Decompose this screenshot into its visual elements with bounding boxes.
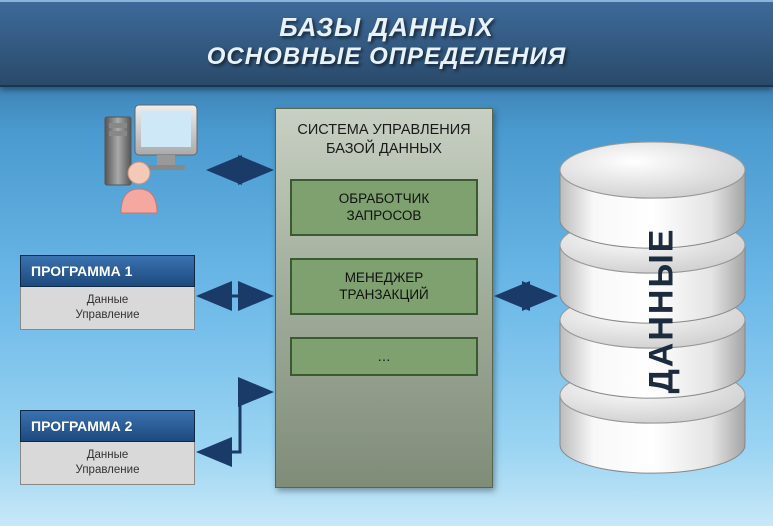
dbms-block-1: ОБРАБОТЧИК ЗАПРОСОВ	[290, 179, 478, 236]
program-2-body-l2: Управление	[27, 463, 188, 478]
dbms-title-l1: СИСТЕМА УПРАВЛЕНИЯ	[290, 121, 478, 140]
dbms-panel: СИСТЕМА УПРАВЛЕНИЯ БАЗОЙ ДАННЫХ ОБРАБОТЧ…	[275, 108, 493, 488]
database-label: ДАННЫЕ	[640, 170, 684, 450]
title-line-1: БАЗЫ ДАННЫХ	[0, 12, 773, 43]
program-box-1: ПРОГРАММА 1 Данные Управление	[20, 255, 195, 330]
program-1-body: Данные Управление	[20, 287, 195, 330]
program-1-header: ПРОГРАММА 1	[20, 255, 195, 287]
program-1-body-l1: Данные	[27, 293, 188, 308]
dbms-block-3: …	[290, 337, 478, 377]
dbms-block-2: МЕНЕДЖЕР ТРАНЗАКЦИЙ	[290, 258, 478, 315]
dbms-block-3-l1: …	[298, 348, 470, 366]
computer-user-icon	[95, 95, 205, 215]
dbms-block-2-l2: ТРАНЗАКЦИЙ	[298, 286, 470, 304]
program-box-2: ПРОГРАММА 2 Данные Управление	[20, 410, 195, 485]
dbms-title: СИСТЕМА УПРАВЛЕНИЯ БАЗОЙ ДАННЫХ	[290, 121, 478, 159]
title-line-2: ОСНОВНЫЕ ОПРЕДЕЛЕНИЯ	[0, 43, 773, 71]
dbms-block-1-l1: ОБРАБОТЧИК	[298, 190, 470, 208]
dbms-block-1-l2: ЗАПРОСОВ	[298, 207, 470, 225]
program-2-body: Данные Управление	[20, 442, 195, 485]
arrow-prog2-dbms	[202, 392, 268, 452]
dbms-block-2-l1: МЕНЕДЖЕР	[298, 269, 470, 287]
title-banner: БАЗЫ ДАННЫХ ОСНОВНЫЕ ОПРЕДЕЛЕНИЯ	[0, 0, 773, 87]
program-2-header: ПРОГРАММА 2	[20, 410, 195, 442]
program-2-body-l1: Данные	[27, 448, 188, 463]
dbms-title-l2: БАЗОЙ ДАННЫХ	[290, 140, 478, 159]
program-1-body-l2: Управление	[27, 308, 188, 323]
